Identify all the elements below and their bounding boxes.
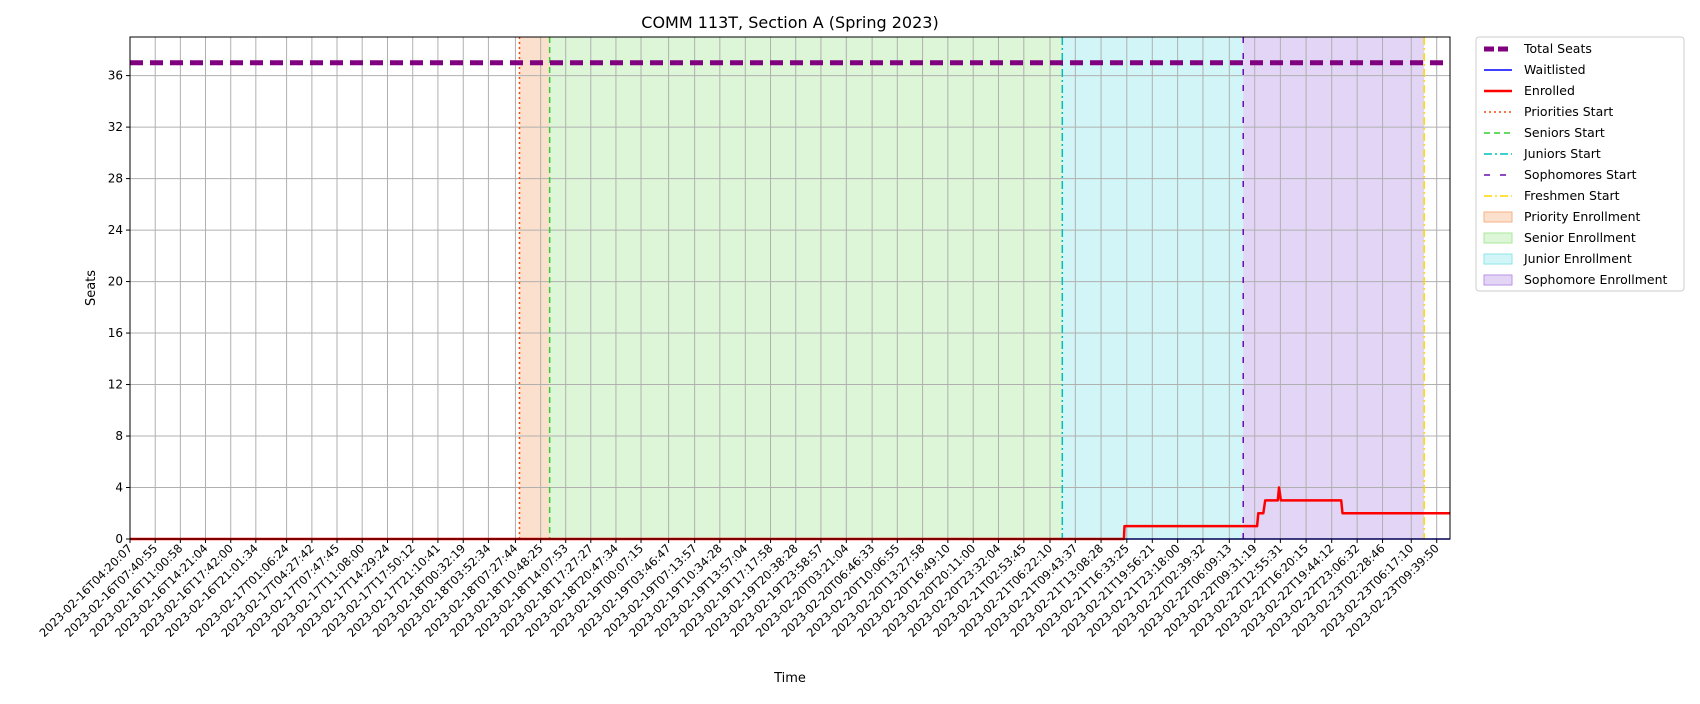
legend-item-enrolled: Enrolled: [1484, 83, 1575, 98]
y-tick-label: 32: [108, 120, 123, 134]
y-tick-label: 4: [115, 481, 123, 495]
y-tick-label: 16: [108, 326, 123, 340]
y-tick-label: 36: [108, 69, 123, 83]
y-tick-label: 8: [115, 429, 123, 443]
y-tick-label: 12: [108, 378, 123, 392]
legend-label: Priorities Start: [1524, 104, 1613, 119]
legend-label: Senior Enrollment: [1524, 230, 1636, 245]
x-axis-label: Time: [773, 671, 806, 686]
y-axis-label: Seats: [84, 270, 99, 306]
legend-label: Waitlisted: [1524, 62, 1586, 77]
legend-label: Sophomore Enrollment: [1524, 272, 1668, 287]
legend-item-priority-enrollment: Priority Enrollment: [1483, 209, 1641, 224]
legend-item-waitlisted: Waitlisted: [1484, 62, 1586, 77]
y-axis-ticks: 0 4 8 12 16 20 24 28 32 36: [108, 69, 130, 546]
legend-swatch: [1483, 253, 1513, 265]
plot-frame: [129, 36, 1451, 540]
legend-label: Juniors Start: [1523, 146, 1601, 161]
legend-swatch: [1483, 274, 1513, 286]
legend-item-juniors-start: Juniors Start: [1484, 146, 1601, 161]
legend-label: Sophomores Start: [1524, 167, 1637, 182]
legend-label: Total Seats: [1523, 41, 1592, 56]
x-axis-ticks: 2023-02-16T04:20:072023-02-16T07:40:5520…: [36, 539, 1442, 640]
legend-item-junior-enrollment: Junior Enrollment: [1483, 251, 1632, 266]
legend-swatch: [1483, 211, 1513, 223]
y-tick-label: 0: [115, 532, 123, 546]
y-tick-label: 28: [108, 172, 123, 186]
legend-item-sophomore-enrollment: Sophomore Enrollment: [1483, 272, 1668, 287]
legend-item-seniors-start: Seniors Start: [1484, 125, 1605, 140]
priority-enrollment-span: [519, 37, 550, 539]
legend-item-priorities-start: Priorities Start: [1484, 104, 1613, 119]
enrolled-series-line: [130, 486, 1450, 541]
sophomore-enrollment-span: [1243, 37, 1425, 539]
y-tick-label: 20: [108, 275, 123, 289]
legend: Total Seats Waitlisted Enrolled Priorities …: [1475, 36, 1685, 292]
y-tick-label: 24: [108, 223, 123, 237]
legend-item-senior-enrollment: Senior Enrollment: [1483, 230, 1636, 245]
legend-label: Junior Enrollment: [1523, 251, 1632, 266]
legend-label: Enrolled: [1524, 83, 1575, 98]
enrollment-period-spans: [519, 37, 1425, 539]
phase-start-lines: [518, 37, 1425, 539]
legend-label: Priority Enrollment: [1524, 209, 1641, 224]
legend-swatch: [1483, 232, 1513, 244]
legend-item-sophomores-start: Sophomores Start: [1484, 167, 1637, 182]
legend-frame: [1475, 36, 1685, 292]
legend-label: Freshmen Start: [1524, 188, 1620, 203]
legend-label: Seniors Start: [1524, 125, 1605, 140]
senior-enrollment-span: [549, 37, 1063, 539]
legend-item-total-seats: Total Seats: [1484, 41, 1592, 56]
chart-title: COMM 113T, Section A (Spring 2023): [641, 13, 938, 32]
legend-item-freshmen-start: Freshmen Start: [1484, 188, 1620, 203]
